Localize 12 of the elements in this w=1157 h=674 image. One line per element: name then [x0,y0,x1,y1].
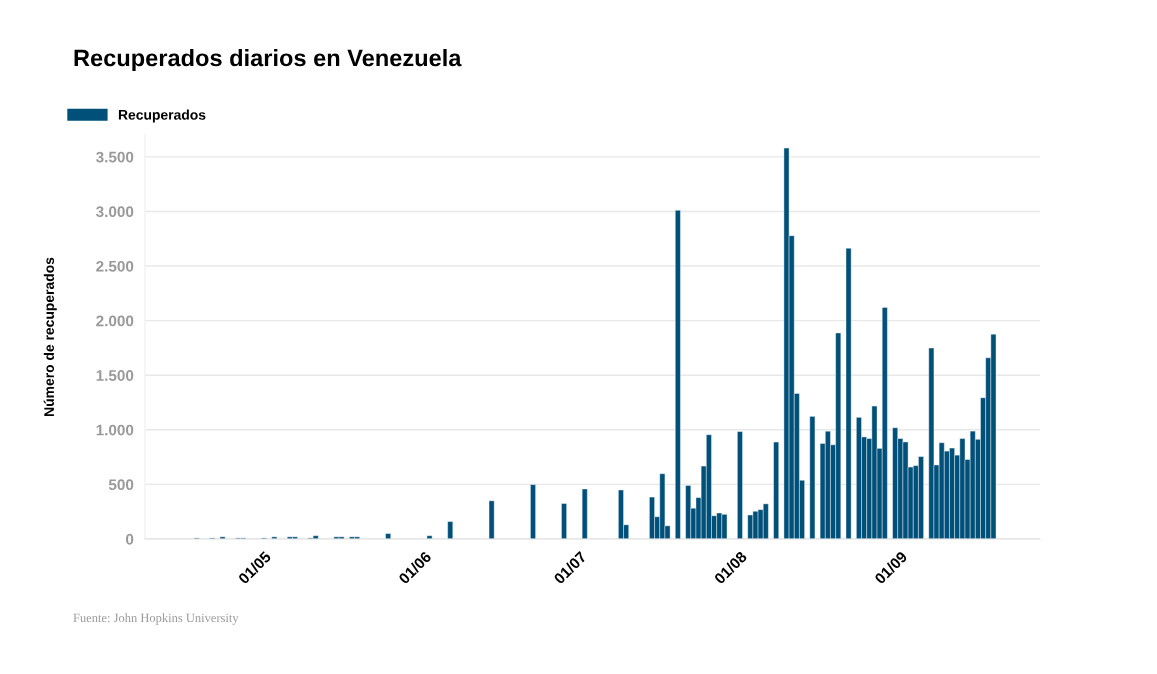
legend-label: Recuperados [118,109,206,123]
source-note: Fuente: John Hopkins University [73,613,239,625]
y-tick-label: 3.000 [96,206,134,218]
y-tick-label: 1.000 [96,424,134,436]
y-axis-title: Número de recuperados [43,257,57,416]
y-tick-label: 3.500 [96,151,134,163]
y-tick-label: 2.000 [96,315,134,327]
y-tick-label: 0 [126,533,134,545]
chart-title: Recuperados diarios en Venezuela [74,49,462,71]
y-tick-label: 500 [108,479,134,491]
y-tick-label: 1.500 [96,370,134,381]
y-tick-label: 2.500 [96,260,134,272]
